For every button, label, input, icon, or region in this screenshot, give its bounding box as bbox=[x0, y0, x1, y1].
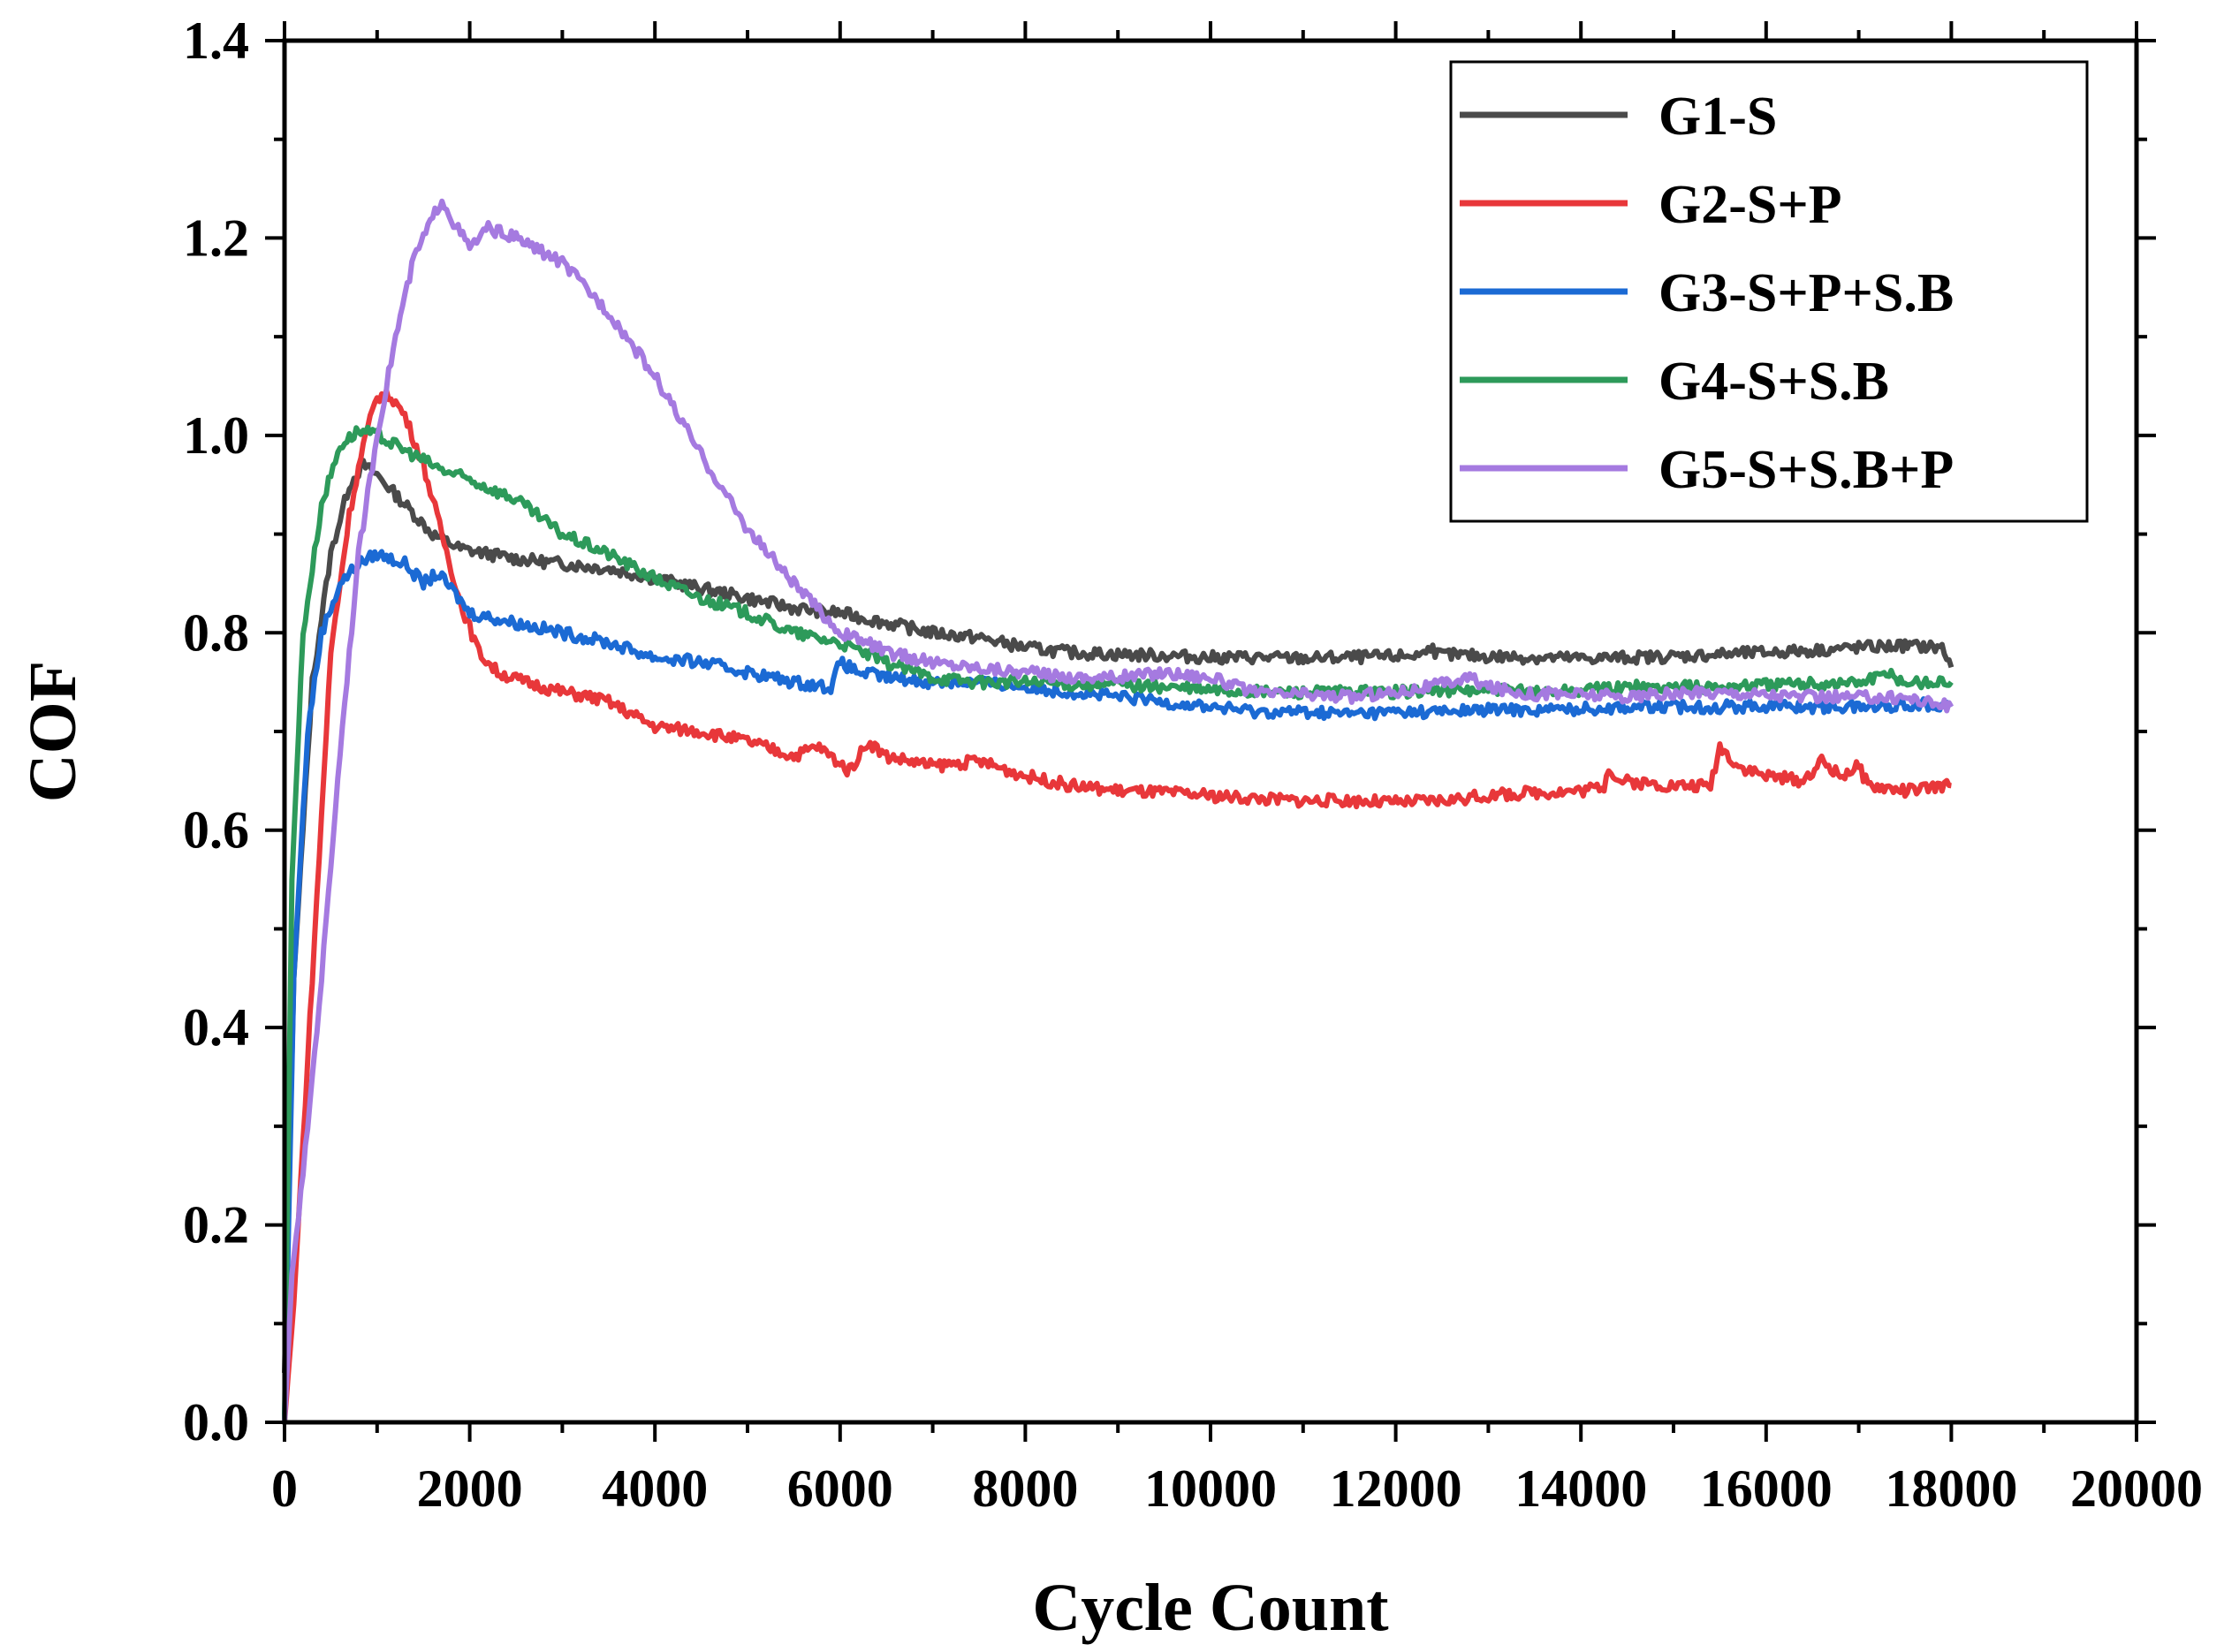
x-tick-label: 20000 bbox=[2070, 1459, 2203, 1518]
legend-label: G3-S+P+S.B bbox=[1659, 263, 1954, 323]
x-tick-label: 18000 bbox=[1885, 1459, 2017, 1518]
series-line-G2-S+P bbox=[282, 387, 1952, 1423]
legend: G1-S G2-S+P G3-S+P+S.B G4-S+S.B G5-S+S.B+P bbox=[1449, 60, 2089, 523]
legend-label: G4-S+S.B bbox=[1659, 352, 1889, 412]
x-tick-label: 12000 bbox=[1330, 1459, 1462, 1518]
y-axis-title: COF bbox=[16, 661, 90, 802]
x-tick-label: 0 bbox=[271, 1459, 298, 1518]
x-tick-label: 2000 bbox=[417, 1459, 523, 1518]
y-tick-label: 0.0 bbox=[183, 1393, 249, 1451]
series-line-G1-S bbox=[282, 458, 1955, 1374]
y-tick-label: 1.2 bbox=[183, 208, 249, 267]
x-tick-label: 16000 bbox=[1700, 1459, 1833, 1518]
x-tick-label: 8000 bbox=[972, 1459, 1078, 1518]
x-tick-label: 4000 bbox=[602, 1459, 708, 1518]
series-line-G3-S+P+S.B bbox=[282, 549, 1953, 1423]
legend-label: G1-S bbox=[1659, 87, 1777, 147]
legend-label: G5-S+S.B+P bbox=[1659, 440, 1954, 500]
x-tick-label: 14000 bbox=[1514, 1459, 1647, 1518]
x-axis-title: Cycle Count bbox=[1032, 1571, 1388, 1645]
axis-ticks bbox=[265, 21, 2156, 1442]
y-tick-label: 0.2 bbox=[183, 1196, 249, 1254]
y-tick-label: 0.4 bbox=[183, 998, 249, 1057]
series-line-G5-S+S.B+P bbox=[282, 198, 1955, 1423]
x-tick-label: 6000 bbox=[787, 1459, 893, 1518]
legend-label: G2-S+P bbox=[1659, 175, 1842, 235]
y-tick-label: 1.0 bbox=[183, 406, 249, 465]
legend-box bbox=[1449, 60, 2089, 523]
y-tick-label: 1.4 bbox=[183, 11, 249, 70]
y-tick-labels: 0.0 0.2 0.4 0.6 0.8 1.0 1.2 1.4 bbox=[183, 11, 249, 1451]
x-tick-labels: 0 2000 4000 6000 8000 10000 12000 14000 16000 180… bbox=[271, 1459, 2203, 1518]
series-layer bbox=[282, 198, 1955, 1423]
x-tick-label: 10000 bbox=[1144, 1459, 1277, 1518]
y-tick-label: 0.6 bbox=[183, 801, 249, 860]
y-tick-label: 0.8 bbox=[183, 603, 249, 662]
